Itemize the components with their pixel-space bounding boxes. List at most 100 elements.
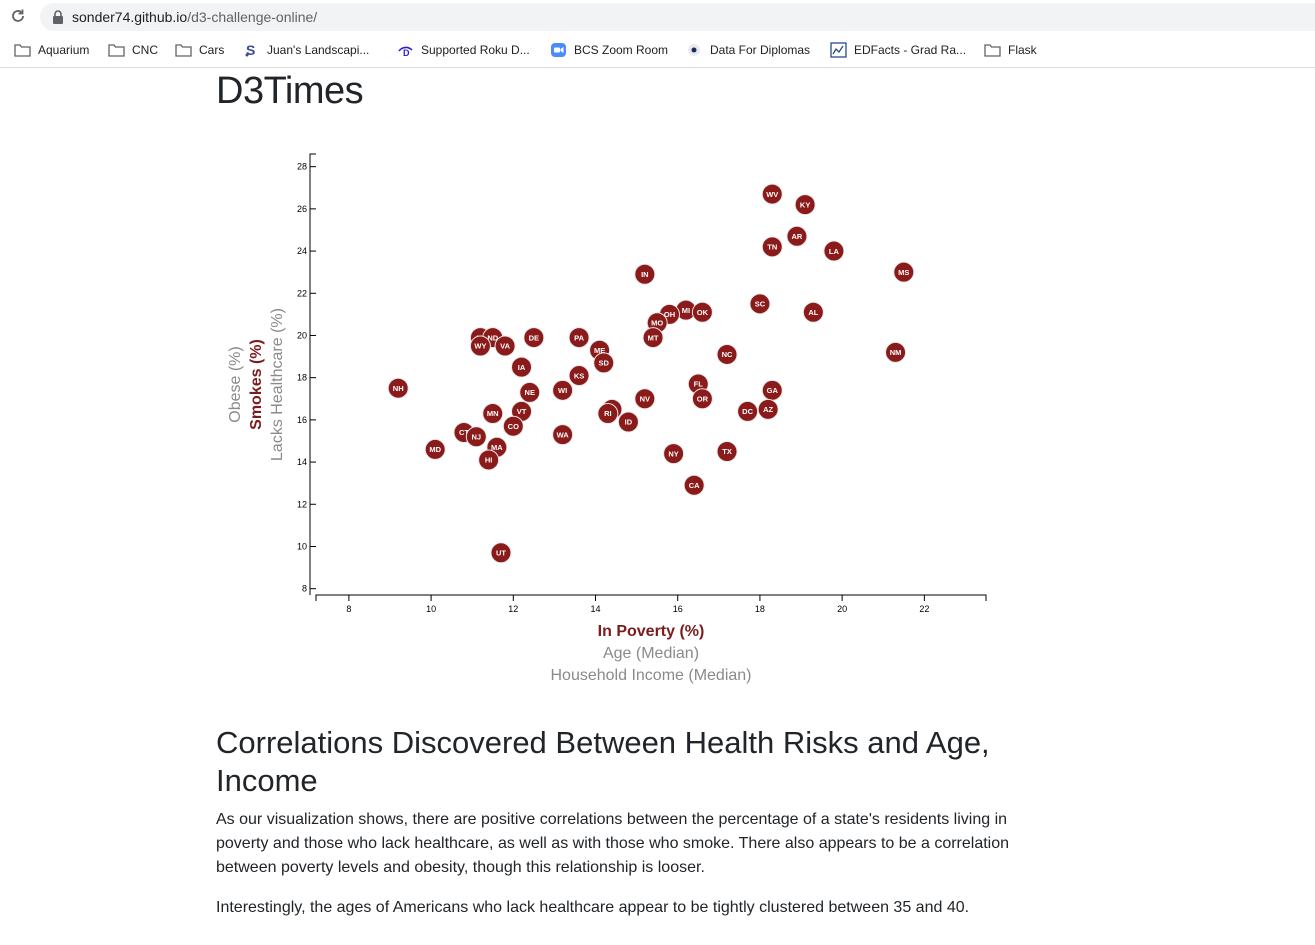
bookmark-supported-roku[interactable]: D Supported Roku D... <box>397 38 530 62</box>
state-label: KY <box>800 200 810 209</box>
x-axis-labels: In Poverty (%) Age (Median) Household Inco… <box>551 623 752 684</box>
state-label: KS <box>574 371 584 380</box>
reload-icon[interactable] <box>10 7 26 25</box>
state-label: VA <box>500 342 510 351</box>
bookmark-data-for-diplomas[interactable]: Data For Diplomas <box>686 38 810 62</box>
x-axis-label[interactable]: Age (Median) <box>603 645 699 662</box>
x-tick-label: 14 <box>591 604 601 614</box>
lock-icon <box>53 10 63 24</box>
paragraph-findings: As our visualization shows, there are po… <box>216 811 1010 876</box>
state-marker <box>749 293 771 315</box>
x-tick-label: 16 <box>673 604 683 614</box>
state-marker <box>716 441 738 463</box>
y-axis-label[interactable]: Smokes (%) <box>248 339 265 430</box>
bookmark-aquarium[interactable]: Aquarium <box>14 38 89 62</box>
state-label: NE <box>525 388 535 397</box>
state-marker <box>786 225 808 247</box>
state-label: WA <box>557 430 570 439</box>
site-s-icon: S <box>245 42 255 58</box>
bookmark-label: Cars <box>199 43 225 57</box>
state-marker <box>469 335 491 357</box>
state-label: CO <box>508 422 519 431</box>
state-label: SD <box>599 359 610 368</box>
x-axis-label[interactable]: In Poverty (%) <box>598 623 705 640</box>
url-text[interactable]: sonder74.github.io/d3-challenge-online/ <box>72 9 317 25</box>
bookmark-label: Flask <box>1008 43 1037 57</box>
site-dot-icon <box>688 44 700 56</box>
bookmark-bcs-zoom-room[interactable]: BCS Zoom Room <box>550 38 668 62</box>
state-label: GA <box>767 386 779 395</box>
state-marker <box>552 424 574 446</box>
state-marker <box>568 365 590 387</box>
state-marker <box>691 388 713 410</box>
state-label: MO <box>651 319 663 328</box>
state-marker <box>490 542 512 564</box>
state-label: DC <box>742 407 753 416</box>
x-tick-label: 22 <box>919 604 929 614</box>
state-label: ND <box>487 333 498 342</box>
bookmark-juans-landscaping[interactable]: S Juan's Landscapi... <box>243 38 369 62</box>
page-title: D3Times <box>216 70 364 112</box>
state-label: ID <box>625 418 633 427</box>
bookmarks-bar: Aquarium CNC Cars S Juan's Landscapi... … <box>0 38 1315 62</box>
state-marker <box>494 335 516 357</box>
state-marker <box>465 426 487 448</box>
svg-text:S: S <box>246 42 255 58</box>
state-marker <box>691 301 713 323</box>
state-label: PA <box>574 333 584 342</box>
state-label: NV <box>640 394 650 403</box>
bookmark-flask[interactable]: Flask <box>984 38 1037 62</box>
y-axis-line <box>309 153 316 595</box>
state-label: NJ <box>472 432 482 441</box>
y-tick-label: 18 <box>297 373 307 383</box>
x-axis-line <box>315 594 987 601</box>
bookmark-cnc[interactable]: CNC <box>108 38 158 62</box>
paragraph-ages: Interestingly, the ages of Americans who… <box>216 899 970 916</box>
state-marker <box>593 352 615 374</box>
x-axis-label[interactable]: Household Income (Median) <box>551 667 752 684</box>
bookmark-label: Supported Roku D... <box>421 43 530 57</box>
state-marker <box>523 327 545 349</box>
state-label: OR <box>697 394 709 403</box>
state-marker <box>885 341 907 363</box>
state-label: MI <box>682 306 690 315</box>
x-tick-label: 10 <box>426 604 436 614</box>
y-tick-label: 28 <box>297 162 307 172</box>
y-tick-label: 14 <box>297 457 307 467</box>
y-axis-labels: Obese (%) Smokes (%) Lacks Healthcare (%) <box>227 308 286 461</box>
site-ed-icon <box>830 42 847 58</box>
state-label: NC <box>722 350 733 359</box>
state-marker <box>478 449 500 471</box>
state-marker <box>663 443 685 465</box>
state-label: NY <box>668 449 678 458</box>
state-marker <box>823 240 845 262</box>
y-axis-label[interactable]: Lacks Healthcare (%) <box>269 308 286 461</box>
y-tick-label: 26 <box>297 204 307 214</box>
x-tick-label: 20 <box>837 604 847 614</box>
state-marker <box>511 356 533 378</box>
address-bar[interactable]: sonder74.github.io/d3-challenge-online/ <box>40 3 1315 31</box>
bookmark-cars[interactable]: Cars <box>175 38 224 62</box>
state-label: RI <box>604 409 612 418</box>
state-label: CA <box>689 481 700 490</box>
plot-area: 8 10 12 14 16 18 20 22 8 10 12 14 16 18 20 22 24 26 28 WV KY… <box>297 153 987 614</box>
state-marker <box>519 381 541 403</box>
y-tick-label: 16 <box>297 415 307 425</box>
svg-text:D: D <box>403 48 410 58</box>
state-label: HI <box>485 456 493 465</box>
site-d-icon: D <box>398 46 413 58</box>
state-label: LA <box>829 247 840 256</box>
state-label: AZ <box>763 405 773 414</box>
y-axis-label[interactable]: Obese (%) <box>227 346 244 422</box>
bookmark-label: Juan's Landscapi... <box>267 43 370 57</box>
bookmark-edfacts[interactable]: EDFacts - Grad Ra... <box>830 38 966 62</box>
url-host: sonder74.github.io <box>72 9 188 25</box>
x-tick-label: 18 <box>755 604 765 614</box>
state-marker <box>634 388 656 410</box>
y-tick-label: 24 <box>297 246 307 256</box>
state-label: MD <box>429 445 441 454</box>
state-marker <box>737 400 759 422</box>
folder-icon <box>175 44 192 57</box>
state-label: IN <box>641 270 649 279</box>
bookmark-label: EDFacts - Grad Ra... <box>854 43 967 57</box>
